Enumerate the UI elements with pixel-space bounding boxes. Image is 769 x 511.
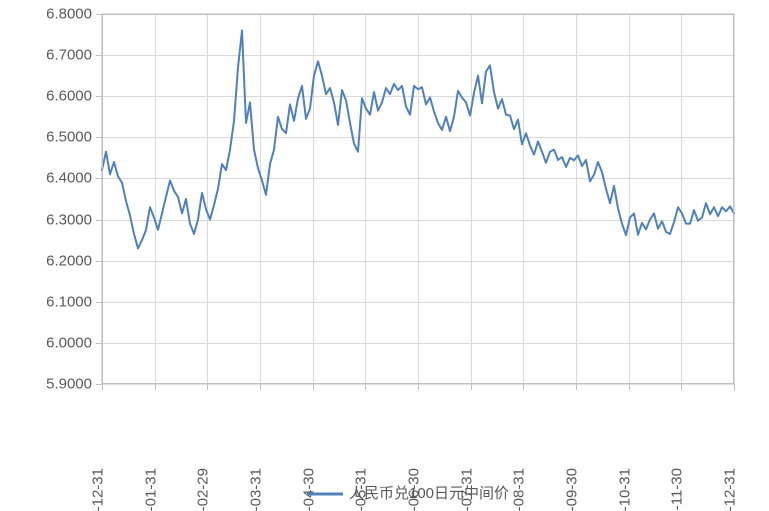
- y-tick-label: 6.2000: [46, 252, 92, 269]
- x-tick-label: 2020-12-31: [722, 468, 739, 511]
- x-tick-label: 2020-03-31: [248, 468, 265, 511]
- y-tick-label: 6.8000: [46, 5, 92, 22]
- x-tick-label: 2020-10-31: [617, 468, 634, 511]
- x-tick-label: 2020-11-30: [669, 468, 686, 511]
- y-tick-label: 6.3000: [46, 211, 92, 228]
- y-tick-label: 6.4000: [46, 169, 92, 186]
- y-tick-label: 6.0000: [46, 334, 92, 351]
- x-tick-label: 2020-08-31: [511, 468, 528, 511]
- x-tick-label: 2020-04-30: [301, 468, 318, 511]
- legend-label: 人民币兑100日元中间价: [349, 485, 509, 502]
- x-tick-label: 2019-12-31: [90, 468, 107, 511]
- y-tick-label: 6.6000: [46, 87, 92, 104]
- y-tick-label: 6.7000: [46, 46, 92, 63]
- x-tick-label: 2020-01-31: [143, 468, 160, 511]
- y-tick-label: 6.1000: [46, 293, 92, 310]
- x-tick-label: 2020-09-30: [564, 468, 581, 511]
- exchange-rate-line-chart: 5.9000 6.0000 6.1000 6.2000 6.3000 6.4000 6.50…: [0, 0, 769, 511]
- x-tick-label: 2020-02-29: [195, 468, 212, 511]
- y-tick-label: 6.5000: [46, 128, 92, 145]
- y-tick-label: 5.9000: [46, 375, 92, 392]
